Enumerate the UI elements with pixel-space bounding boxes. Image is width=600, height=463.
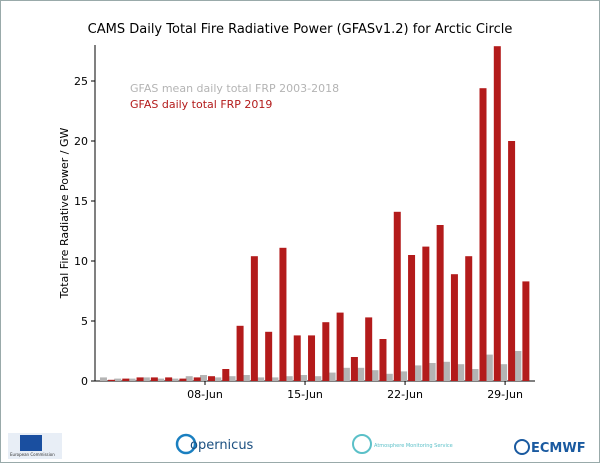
bar	[471, 369, 479, 381]
bar	[328, 372, 336, 381]
bar	[493, 46, 501, 381]
bar	[250, 256, 258, 381]
bar	[322, 322, 330, 381]
bar	[428, 363, 436, 381]
bar	[336, 312, 344, 381]
bar	[385, 373, 393, 381]
bar	[193, 377, 201, 381]
cams-text: Atmosphere Monitoring Service	[374, 443, 453, 449]
x-tick-label: 08-Jun	[187, 388, 223, 401]
copernicus-icon	[175, 433, 197, 455]
y-tick-label: 5	[81, 315, 88, 328]
bar	[285, 376, 293, 381]
bar	[350, 357, 358, 381]
chart-title: CAMS Daily Total Fire Radiative Power (G…	[88, 22, 513, 37]
bar	[365, 317, 373, 381]
bar	[300, 375, 308, 381]
legend-entry: GFAS mean daily total FRP 2003-2018	[130, 82, 339, 95]
bar	[99, 377, 107, 381]
bar	[157, 378, 165, 381]
ecmwf-icon	[514, 439, 530, 455]
x-tick-label: 15-Jun	[287, 388, 323, 401]
bar	[442, 361, 450, 381]
bar	[479, 88, 487, 381]
ec-text: European Commission	[10, 452, 55, 457]
x-tick-label: 22-Jun	[387, 388, 423, 401]
bar	[242, 375, 250, 381]
bar	[208, 376, 215, 381]
bar	[414, 365, 422, 381]
bar	[114, 378, 122, 381]
ecmwf-text: ECMWF	[531, 441, 586, 456]
bar	[107, 379, 115, 381]
bar	[485, 354, 493, 381]
bar	[450, 274, 458, 381]
bar	[465, 256, 473, 381]
y-axis-label: Total Fire Radiative Power / GW	[58, 128, 71, 300]
bar	[179, 378, 187, 381]
bar	[228, 376, 236, 381]
bar	[500, 364, 508, 381]
bar	[293, 335, 301, 381]
bar	[379, 339, 387, 381]
bar	[508, 141, 516, 381]
y-tick-label: 15	[74, 195, 88, 208]
bar	[265, 331, 273, 381]
bar	[522, 281, 530, 381]
y-tick-label: 10	[74, 255, 88, 268]
cams-icon	[352, 434, 372, 454]
bar	[128, 378, 136, 381]
bar	[371, 370, 379, 381]
bar	[400, 371, 408, 381]
bar	[314, 376, 322, 381]
bar	[436, 225, 444, 381]
bar	[222, 369, 230, 381]
y-tick-label: 0	[81, 375, 88, 388]
bar	[122, 378, 130, 381]
bar	[150, 377, 158, 381]
x-tick-label: 29-Jun	[487, 388, 523, 401]
y-tick-label: 20	[74, 135, 88, 148]
bar	[393, 211, 401, 381]
bar	[136, 377, 144, 381]
bar	[171, 378, 179, 381]
bar	[279, 247, 287, 381]
y-tick-label: 25	[74, 75, 88, 88]
bar	[342, 367, 350, 381]
bar	[200, 375, 207, 381]
bar	[142, 377, 150, 381]
bar	[514, 351, 522, 381]
bar	[408, 255, 416, 381]
bar	[257, 377, 265, 381]
bar	[185, 376, 193, 381]
bar	[457, 364, 465, 381]
bar	[422, 246, 430, 381]
bar	[357, 367, 365, 381]
bar	[236, 325, 244, 381]
bar	[271, 377, 279, 381]
bar	[214, 377, 222, 381]
copernicus-text: opernicus	[190, 438, 254, 453]
bar	[308, 335, 316, 381]
bar	[165, 377, 173, 381]
eu-flag	[20, 435, 42, 451]
legend-entry: GFAS daily total FRP 2019	[130, 98, 272, 111]
